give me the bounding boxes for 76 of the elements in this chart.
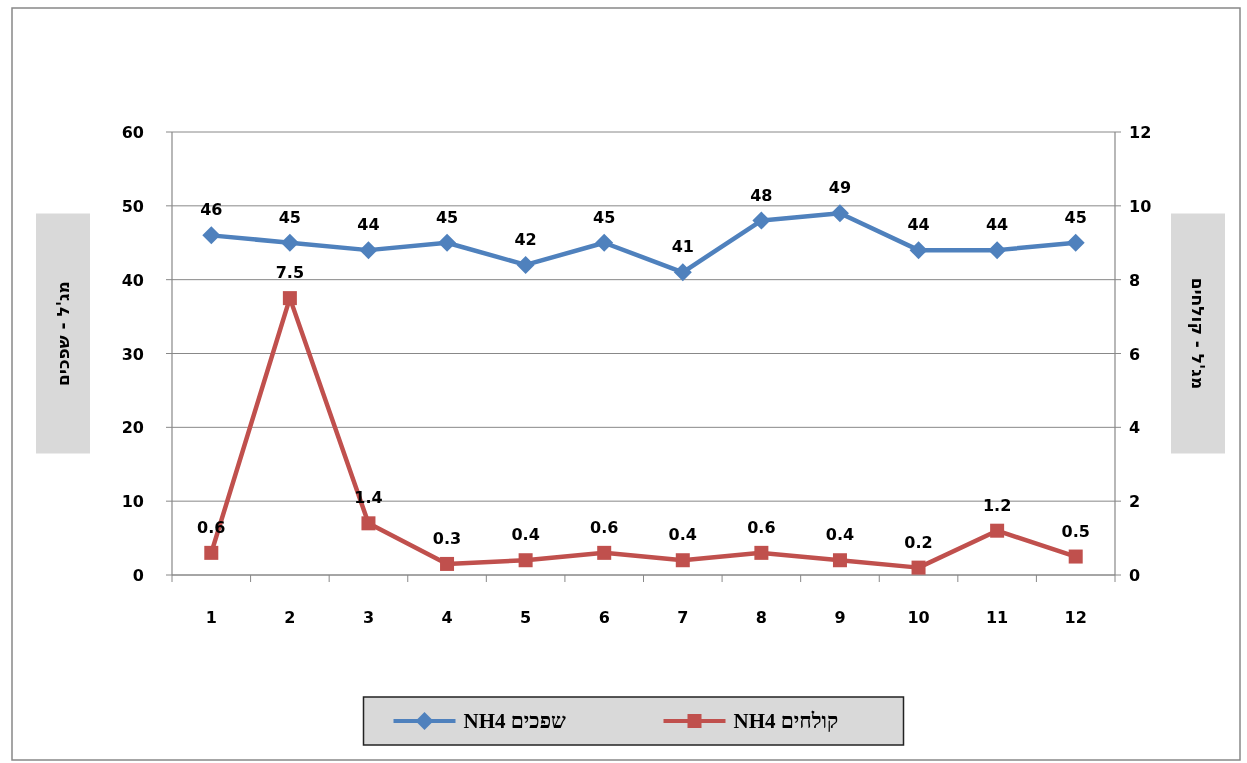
data-label: 44 <box>357 215 380 235</box>
x-tick-label: 3 <box>362 608 375 627</box>
point <box>675 553 690 568</box>
x-tick-label: 6 <box>598 608 610 627</box>
point <box>830 204 849 223</box>
legend-label: NH4 שפכים <box>463 709 567 733</box>
y2-tick-label: 4 <box>1129 418 1141 438</box>
data-label: 0.3 <box>432 528 462 548</box>
data-label: 0.2 <box>904 532 933 552</box>
y2-tick-label: 12 <box>1129 123 1152 142</box>
point <box>754 545 769 560</box>
y-tick-label: 20 <box>121 418 144 438</box>
y2-tick-label: 2 <box>1129 492 1141 512</box>
x-tick-label: 9 <box>834 608 846 627</box>
data-label: 0.5 <box>1061 521 1090 541</box>
point <box>516 255 535 274</box>
data-label: 45 <box>435 207 459 227</box>
x-tick-label: 2 <box>284 608 296 627</box>
y2-tick-label: 0 <box>1129 566 1141 585</box>
legend-label: NH4 קולחים <box>733 709 839 733</box>
data-label: 0.6 <box>590 517 619 537</box>
x-tick-label: 11 <box>985 608 1009 627</box>
point <box>988 241 1007 260</box>
point <box>597 545 612 560</box>
data-label: 0.4 <box>825 525 855 545</box>
data-label: 46 <box>200 200 223 220</box>
point <box>595 233 614 252</box>
data-label: 41 <box>671 237 694 257</box>
x-tick-label: 10 <box>907 608 930 627</box>
x-tick-label: 8 <box>755 608 767 627</box>
point <box>202 226 221 245</box>
data-label: 48 <box>750 185 773 205</box>
data-label: 44 <box>907 215 930 235</box>
point <box>438 233 457 252</box>
y2-tick-label: 6 <box>1129 344 1141 364</box>
x-tick-label: 4 <box>441 608 453 627</box>
x-tick-label: 12 <box>1064 608 1087 627</box>
point <box>361 516 376 531</box>
point <box>204 545 219 560</box>
point <box>440 556 455 571</box>
data-label: 0.4 <box>511 525 540 545</box>
y2-tick-label: 8 <box>1129 270 1141 290</box>
data-label: 45 <box>593 207 616 227</box>
y-tick-label: 50 <box>121 196 144 216</box>
y-tick-label: 0 <box>132 566 144 585</box>
data-label: 7.5 <box>275 263 305 283</box>
y-tick-label: 30 <box>121 344 144 364</box>
y2-tick-label: 10 <box>1129 196 1152 216</box>
x-tick-label: 5 <box>520 608 532 627</box>
y-tick-label: 10 <box>121 492 144 512</box>
point <box>359 241 378 260</box>
y-tick-label: 60 <box>121 123 144 142</box>
point <box>282 291 297 306</box>
data-label: 42 <box>514 229 537 249</box>
data-label: 0.4 <box>668 525 697 545</box>
point <box>990 523 1005 538</box>
data-label: 1.2 <box>982 495 1012 515</box>
y-tick-label: 40 <box>121 270 144 290</box>
point <box>673 263 692 282</box>
x-tick-label: 1 <box>205 608 217 627</box>
data-label: 0.6 <box>747 517 776 537</box>
y2-axis-title: מג'ל - קולחים <box>1188 277 1208 390</box>
point <box>280 233 299 252</box>
data-label: 45 <box>278 207 302 227</box>
point <box>1066 233 1085 252</box>
point <box>909 241 928 260</box>
point <box>911 560 926 575</box>
point <box>752 211 771 230</box>
y-axis-title: מג'ל - שפכים <box>53 281 73 386</box>
x-tick-label: 7 <box>677 608 689 627</box>
data-label: 49 <box>828 178 852 198</box>
data-label: 45 <box>1064 207 1087 227</box>
point <box>1068 549 1083 564</box>
data-label: 44 <box>985 215 1009 235</box>
point <box>832 553 847 568</box>
point <box>518 553 533 568</box>
